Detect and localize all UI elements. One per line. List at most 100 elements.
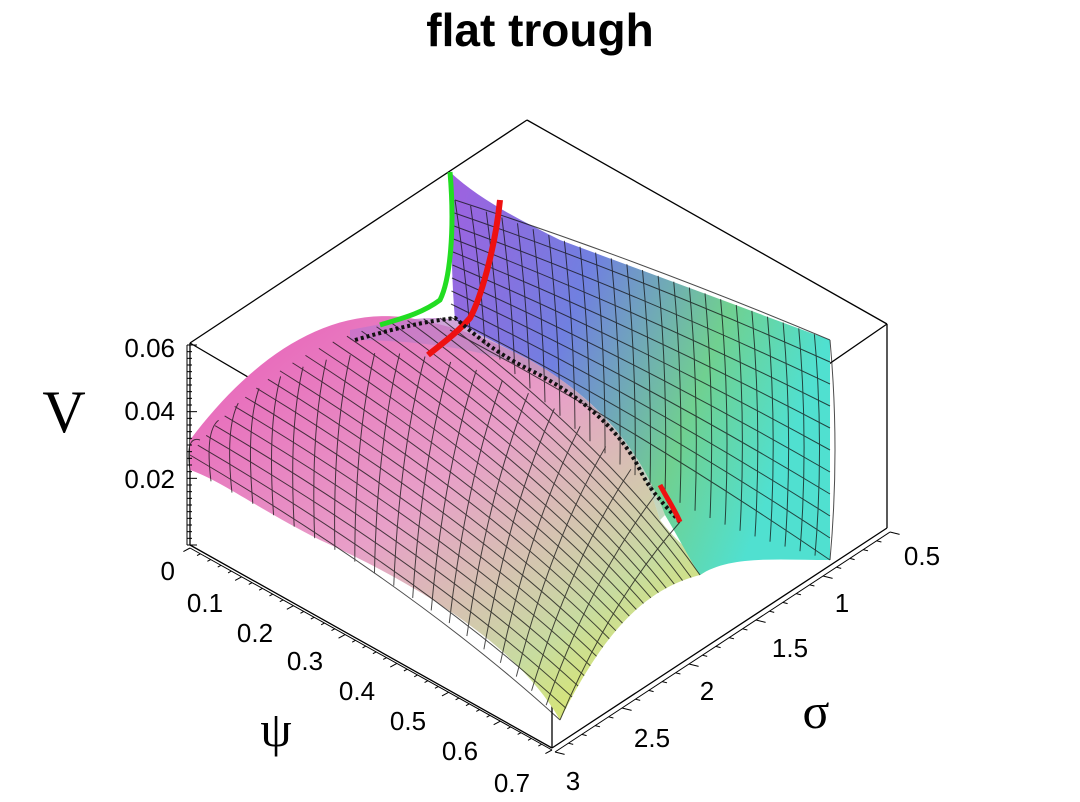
mesh-line [346,335,652,599]
mesh-line [829,339,836,561]
sigma-tick [769,610,775,613]
z-tick-label: 0.02 [124,464,175,494]
sigma-tick [595,725,601,728]
mesh-line [271,376,282,516]
sigma-tick-label: 1.5 [772,633,808,663]
sigma-tick [621,707,632,711]
sigma-tick [809,584,815,587]
mesh-line [454,212,831,363]
mesh-line [448,380,503,624]
mesh-line [234,406,591,667]
mesh-line [735,304,743,531]
mesh-line [499,426,581,663]
psi-tick [320,622,325,626]
psi-tick [258,587,263,591]
mesh-line [720,299,728,525]
mesh-line [452,264,831,451]
psi-tick [300,611,305,614]
mesh-line [454,199,831,341]
mesh-line [205,434,573,698]
psi-tick [382,657,387,660]
sigma-tick [635,698,641,701]
mesh-line [245,396,597,657]
psi-tick [476,709,480,712]
mesh-line [798,328,805,552]
psi-tick [217,564,222,568]
sigma-tick [836,566,842,569]
surface-mesh [188,199,836,721]
z-tick-label: 0.06 [124,333,175,363]
psi-tick [414,674,418,678]
psi-tick [286,605,294,610]
mesh-line [249,388,260,504]
mesh-line [439,317,701,576]
mesh-line [376,326,667,589]
sigma-tick [755,619,766,623]
psi-tick [455,697,460,701]
sigma-tick [554,751,565,755]
psi-tick [310,616,315,620]
mesh-line [451,290,831,495]
psi-tick [196,553,201,557]
psi-tick [441,691,449,697]
psi-tick [424,680,429,683]
mesh-line [782,322,790,547]
psi-tick [279,599,284,603]
z-axis [186,344,197,546]
sigma-axis-label: σ [803,683,830,739]
psi-tick-label: 0.1 [187,588,223,618]
sigma-tick-label: 2.5 [634,723,670,753]
mesh-line [313,359,327,539]
psi-tick [403,668,408,672]
sigma-tick [581,733,587,737]
sigma-tick [568,742,574,745]
sigma-tick [742,628,748,631]
sigma-tick-label: 1 [835,588,849,618]
mesh-line [292,362,623,624]
mesh-line [531,468,632,691]
psi-tick [372,651,377,655]
psi-axis [183,547,553,755]
mesh-line [657,275,667,495]
mesh-line [332,341,644,604]
psi-tick-label: 0.2 [237,618,273,648]
mesh-line [751,310,759,537]
sigma-tick [675,672,681,675]
psi-tick [545,749,553,755]
sigma-tick [889,531,900,535]
mesh-line [224,415,585,677]
mesh-line [595,252,606,454]
red-trajectory-end [657,483,683,523]
mesh-line [548,234,561,416]
psi-tick [493,720,501,726]
mesh-line [197,444,567,709]
mesh-line [354,352,376,562]
sigma-tick [608,716,614,719]
psi-tick [434,686,439,689]
sigma-tick-label: 0.5 [904,541,940,571]
sigma-tick [648,689,654,693]
mesh-line [563,240,576,429]
psi-tick [351,639,356,643]
mesh-line [451,277,831,473]
psi-tick [227,570,232,574]
mesh-line [267,378,610,640]
mesh-line [626,264,636,476]
psi-tick [234,576,242,581]
psi-tick-label: 0.6 [442,736,478,766]
red-trajectory [426,199,503,358]
mesh-line [813,334,821,556]
psi-tick [517,732,522,735]
sigma-tick-label: 3 [566,766,580,796]
mesh-line [579,246,591,442]
mesh-line [642,269,651,486]
mesh-line [361,330,659,594]
mesh-line [305,354,630,617]
mesh-line [688,287,697,511]
mesh-line [208,419,219,482]
mesh-line [545,494,657,706]
mesh-line [189,454,561,721]
mesh-line [318,347,637,610]
green-trajectory [379,171,455,328]
z-tick-label: 0.04 [124,396,175,426]
